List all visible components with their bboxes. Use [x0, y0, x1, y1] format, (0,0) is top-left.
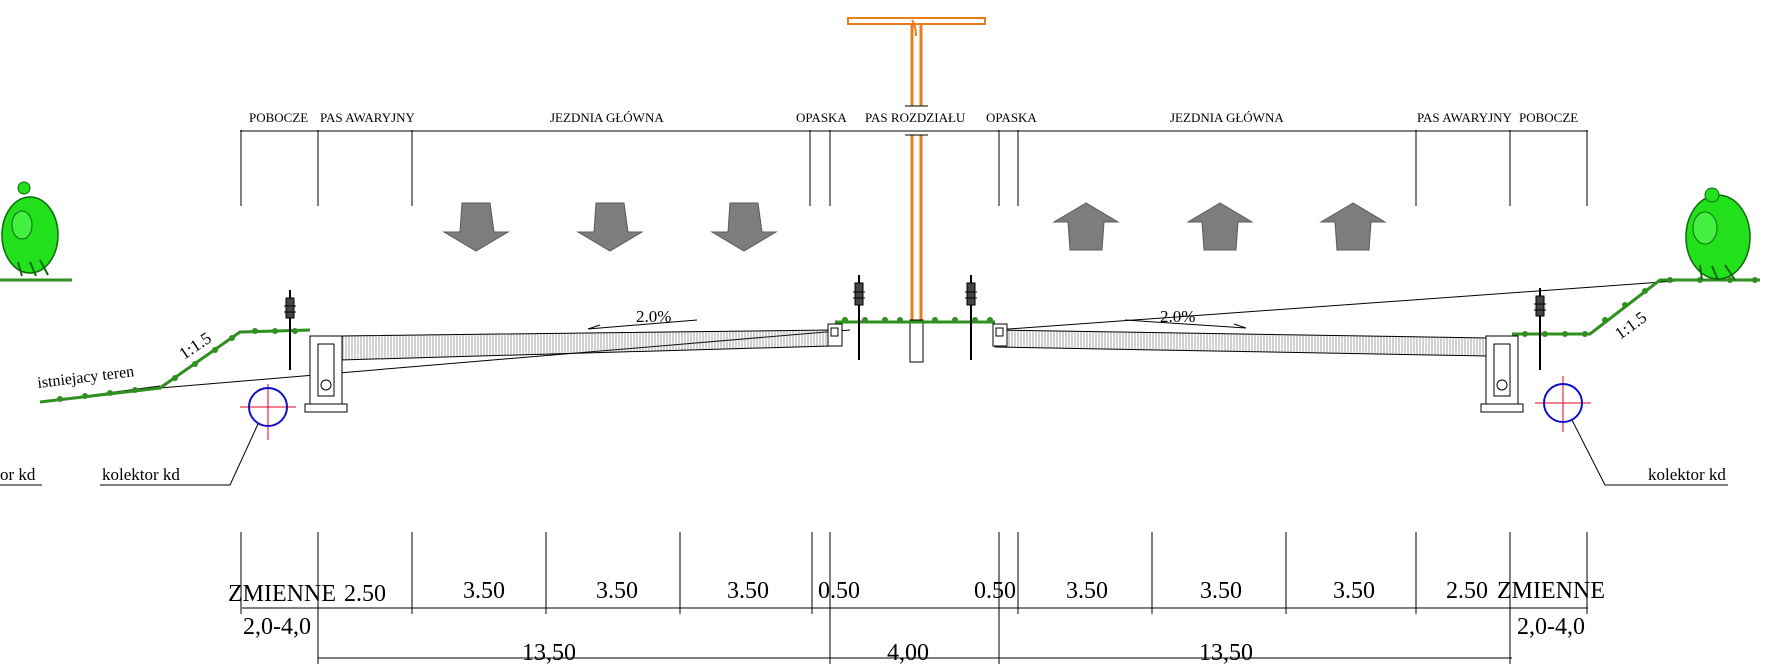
label-left-edge-strip: OPASKA [796, 110, 847, 125]
collector-pipe-left-icon [100, 384, 296, 486]
lamp-foundation [909, 319, 924, 363]
traffic-arrows-right-up [1052, 202, 1387, 251]
signpost-icon [284, 290, 296, 370]
tree-right-icon [1685, 187, 1751, 281]
collector-left-label: kolektor kd [102, 465, 180, 484]
dim-right-lane-2: 3.50 [1200, 578, 1242, 604]
dimension-lines [240, 532, 1588, 664]
arrow-down-icon [442, 202, 510, 252]
crossfall-arrows [587, 319, 1247, 330]
collector-left-edge-label: or kd [0, 465, 36, 484]
label-median: PAS ROZDZIAŁU [865, 110, 966, 125]
existing-terrain-label: istniejacy teren [36, 363, 135, 392]
label-right-emergency-lane: PAS AWARYJNY [1417, 110, 1513, 125]
label-left-shoulder: POBOCZE [249, 110, 308, 125]
lane-labels-top: POBOCZE PAS AWARYJNY JEZDNIA GŁÓWNA OPAS… [240, 110, 1588, 206]
left-drainage-well [304, 335, 348, 413]
dim-right-total: 13,50 [1199, 640, 1253, 665]
signposts [284, 275, 1546, 370]
arrow-down-icon [710, 202, 778, 252]
label-right-carriageway: JEZDNIA GŁÓWNA [1170, 110, 1284, 125]
dim-median-total: 4,00 [887, 640, 929, 665]
collector-right-label: kolektor kd [1648, 465, 1726, 484]
right-carriageway-pavement [994, 329, 1489, 357]
dim-right-emergency: 2.50 [1446, 578, 1488, 604]
dim-right-lane-1: 3.50 [1066, 578, 1108, 604]
left-crossfall-label: 2.0% [636, 307, 671, 326]
dim-left-lane-3: 3.50 [727, 578, 769, 604]
arrow-down-icon [576, 202, 644, 252]
right-drainage-well [1480, 335, 1524, 413]
dim-right-variable-range: 2,0-4,0 [1517, 614, 1585, 640]
dim-left-variable: ZMIENNE [228, 581, 336, 607]
left-embankment [39, 328, 311, 404]
arrow-up-icon [1319, 202, 1387, 251]
right-embankment [1512, 277, 1760, 337]
dimension-row-2: 2,0-4,0 2,0-4,0 13,50 4,00 13,50 [243, 614, 1585, 665]
signpost-icon [1534, 288, 1546, 370]
dimension-row-1: ZMIENNE 2.50 3.50 3.50 3.50 0.50 0.50 3.… [228, 578, 1605, 607]
left-embankment-slope-label: 1:1.5 [176, 328, 215, 363]
collector-pipe-right-icon [1535, 376, 1728, 486]
dim-right-lane-3: 3.50 [1333, 578, 1375, 604]
dim-left-lane-1: 3.50 [463, 578, 505, 604]
dim-left-total: 13,50 [522, 640, 576, 665]
label-right-edge-strip: OPASKA [986, 110, 1037, 125]
arrow-up-icon [1052, 202, 1120, 251]
tree-left-icon [0, 181, 72, 282]
label-left-carriageway: JEZDNIA GŁÓWNA [550, 110, 664, 125]
arrow-up-icon [1186, 202, 1254, 251]
median-curbs [827, 323, 1008, 347]
dim-left-edge: 0.50 [818, 578, 860, 604]
street-lamp [847, 17, 986, 320]
right-crossfall-label: 2.0% [1160, 307, 1195, 326]
signpost-icon [853, 275, 865, 360]
dim-right-edge: 0.50 [974, 578, 1016, 604]
label-right-shoulder: POBOCZE [1519, 110, 1578, 125]
label-left-emergency-lane: PAS AWARYJNY [320, 110, 416, 125]
dim-left-emergency: 2.50 [344, 581, 386, 607]
dim-left-variable-range: 2,0-4,0 [243, 614, 311, 640]
dim-left-lane-2: 3.50 [596, 578, 638, 604]
traffic-arrows-left-down [442, 202, 778, 252]
left-carriageway-pavement [339, 329, 831, 361]
median-grass [835, 317, 995, 324]
dim-right-variable: ZMIENNE [1497, 578, 1605, 604]
signpost-icon [965, 275, 977, 360]
